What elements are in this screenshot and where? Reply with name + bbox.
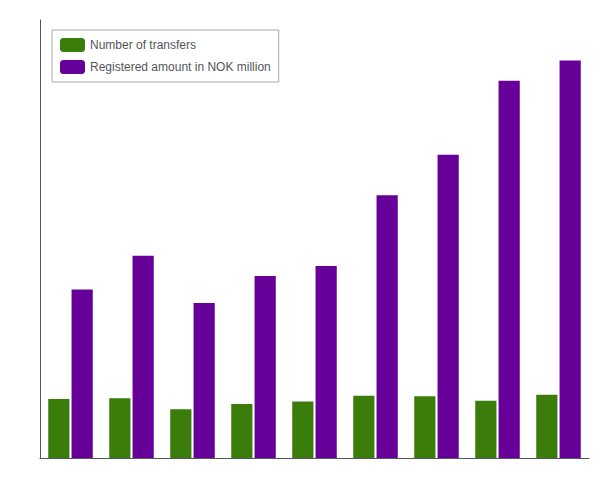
svg-text:Number of transfers: Number of transfers xyxy=(90,38,196,52)
svg-text:Registered amount in NOK milli: Registered amount in NOK million xyxy=(90,60,271,74)
